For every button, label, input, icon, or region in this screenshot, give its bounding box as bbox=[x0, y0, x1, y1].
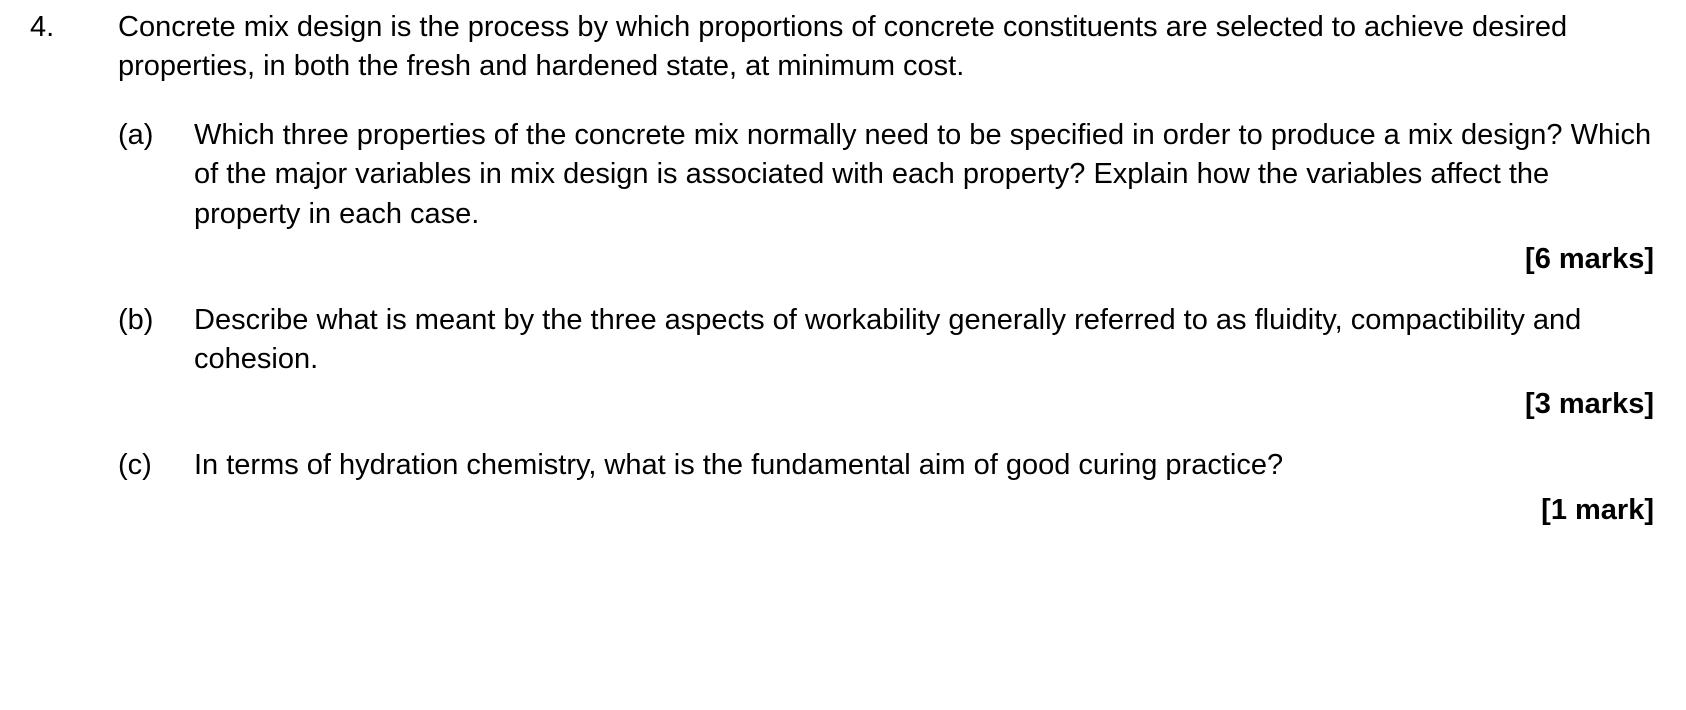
subpart-a-marks: [6 marks] bbox=[118, 240, 1656, 279]
subpart-label: (a) bbox=[118, 116, 194, 155]
subpart-b: (b) Describe what is meant by the three … bbox=[118, 301, 1656, 379]
subpart-text: Which three properties of the concrete m… bbox=[194, 116, 1656, 233]
question-body: Concrete mix design is the process by wh… bbox=[118, 8, 1656, 553]
subpart-label: (c) bbox=[118, 446, 194, 485]
subpart-label: (b) bbox=[118, 301, 194, 340]
subpart-a: (a) Which three properties of the concre… bbox=[118, 116, 1656, 233]
question-number: 4. bbox=[30, 8, 118, 47]
subpart-text: Describe what is meant by the three aspe… bbox=[194, 301, 1656, 379]
question-intro: Concrete mix design is the process by wh… bbox=[118, 8, 1656, 86]
question-4: 4. Concrete mix design is the process by… bbox=[30, 8, 1656, 553]
subpart-c: (c) In terms of hydration chemistry, wha… bbox=[118, 446, 1656, 485]
subpart-text: In terms of hydration chemistry, what is… bbox=[194, 446, 1656, 485]
subpart-c-marks: [1 mark] bbox=[118, 491, 1656, 530]
subpart-b-marks: [3 marks] bbox=[118, 385, 1656, 424]
